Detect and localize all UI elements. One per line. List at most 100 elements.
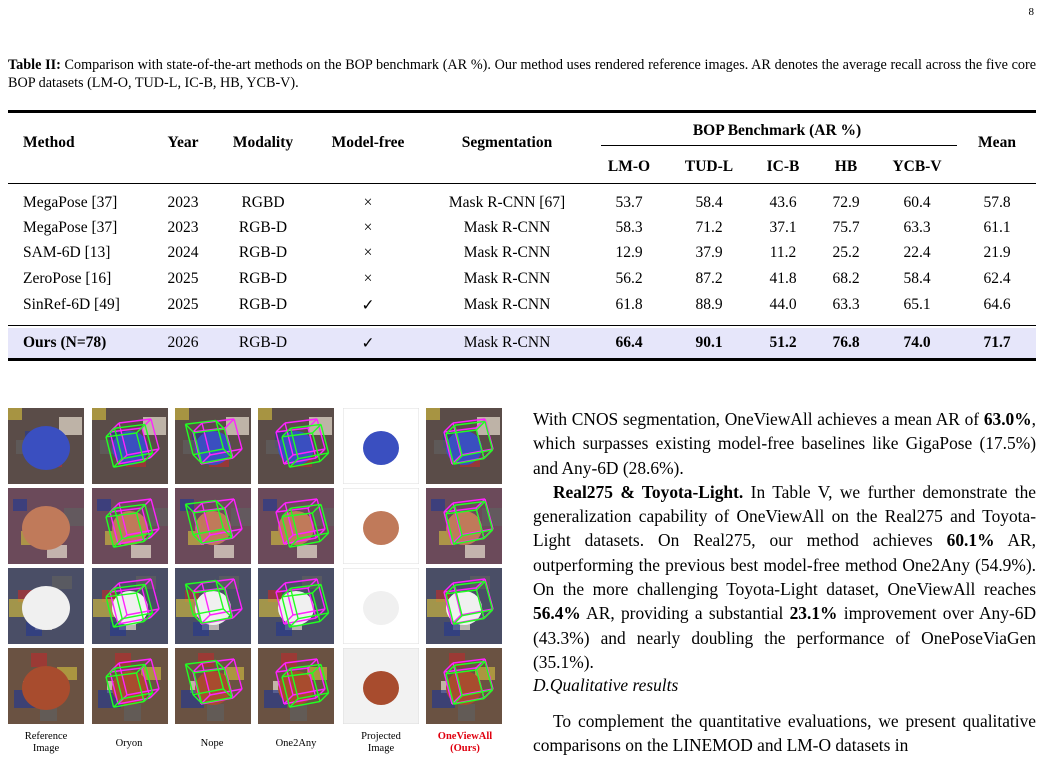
paragraph-qualitative: To complement the quantitative evaluatio… xyxy=(533,711,1036,756)
table-header-rule xyxy=(8,183,1036,184)
row-score-tud-l: 71.2 xyxy=(695,219,723,236)
row-score-ycb-v: 58.4 xyxy=(903,270,931,287)
figure-image-one2any xyxy=(258,488,334,564)
row-segmentation: Mask R-CNN xyxy=(463,270,551,287)
row-score-ic-b: 37.1 xyxy=(769,219,797,236)
row-score-ycb-v: 63.3 xyxy=(903,219,931,236)
header-hb: HB xyxy=(834,158,858,175)
row-method: ZeroPose [16] xyxy=(23,270,112,287)
table-caption-text: Comparison with state-of-the-art methods… xyxy=(8,57,1037,91)
row-segmentation: Mask R-CNN xyxy=(463,244,551,261)
row-score-tud-l: 88.9 xyxy=(695,296,723,313)
body-text-column: With CNOS segmentation, OneViewAll achie… xyxy=(533,407,1036,674)
header-tud-l: TUD-L xyxy=(684,158,734,175)
row-score-hb: 68.2 xyxy=(832,270,860,287)
header-method: Method xyxy=(23,134,75,151)
row-score-hb: 72.9 xyxy=(832,194,860,211)
paragraph-real275: Real275 & Toyota-Light. In Table V, we f… xyxy=(533,481,1036,672)
figure-image-oryon xyxy=(92,488,168,564)
row-segmentation: Mask R-CNN xyxy=(463,219,551,236)
row-method: MegaPose [37] xyxy=(23,219,118,236)
row-mean: 62.4 xyxy=(983,270,1011,287)
row-modality: RGB-D xyxy=(238,334,288,351)
row-score-lm-o: 56.2 xyxy=(615,270,643,287)
figure-image-ours xyxy=(426,568,502,644)
row-score-hb: 76.8 xyxy=(832,334,860,351)
figure-image-one2any xyxy=(258,568,334,644)
row-year: 2023 xyxy=(167,219,199,236)
column-label-reference: Reference Image xyxy=(24,731,68,754)
figure-image-reference xyxy=(8,568,84,644)
row-score-ic-b: 51.2 xyxy=(769,334,797,351)
header-model-free: Model-free xyxy=(331,134,405,151)
header-mean: Mean xyxy=(978,134,1016,151)
row-score-ycb-v: 60.4 xyxy=(903,194,931,211)
row-score-ycb-v: 74.0 xyxy=(903,334,931,351)
figure-image-reference xyxy=(8,648,84,724)
row-segmentation: Mask R-CNN [67] xyxy=(448,194,566,211)
figure-image-one2any xyxy=(258,408,334,484)
row-score-tud-l: 87.2 xyxy=(695,270,723,287)
column-label-projected: Projected Image xyxy=(361,731,401,754)
row-model-free: × xyxy=(363,244,373,261)
row-model-free: ✓ xyxy=(361,335,375,352)
figure-image-nope xyxy=(175,568,251,644)
figure-image-nope xyxy=(175,488,251,564)
figure-image-projected xyxy=(343,488,419,564)
figure-image-reference xyxy=(8,488,84,564)
row-score-ycb-v: 65.1 xyxy=(903,296,931,313)
row-score-ycb-v: 22.4 xyxy=(903,244,931,261)
row-mean: 57.8 xyxy=(983,194,1011,211)
row-score-hb: 25.2 xyxy=(832,244,860,261)
row-mean: 61.1 xyxy=(983,219,1011,236)
row-score-lm-o: 61.8 xyxy=(615,296,643,313)
header-bop-group: BOP Benchmark (AR %) xyxy=(692,122,862,139)
column-label-one2any: One2Any xyxy=(275,738,317,749)
row-method: SAM-6D [13] xyxy=(23,244,111,261)
column-label-ours: OneViewAll (Ours) xyxy=(437,731,493,754)
row-score-tud-l: 90.1 xyxy=(695,334,723,351)
row-year: 2025 xyxy=(167,296,199,313)
row-mean: 21.9 xyxy=(983,244,1011,261)
row-method: Ours (N=78) xyxy=(23,334,107,351)
table-bottom-rule xyxy=(8,358,1036,361)
figure-image-oryon xyxy=(92,648,168,724)
row-modality: RGBD xyxy=(241,194,285,211)
header-lm-o: LM-O xyxy=(607,158,651,175)
table-caption-label: Table II: xyxy=(8,57,61,73)
figure-image-oryon xyxy=(92,408,168,484)
row-segmentation: Mask R-CNN xyxy=(463,296,551,313)
row-score-ic-b: 41.8 xyxy=(769,270,797,287)
paragraph-cnos: With CNOS segmentation, OneViewAll achie… xyxy=(533,409,1036,478)
row-score-lm-o: 66.4 xyxy=(615,334,643,351)
row-mean: 64.6 xyxy=(983,296,1011,313)
figure-image-oryon xyxy=(92,568,168,644)
row-mean: 71.7 xyxy=(983,334,1011,351)
table-top-rule xyxy=(8,110,1036,113)
row-year: 2024 xyxy=(167,244,199,261)
row-method: SinRef-6D [49] xyxy=(23,296,120,313)
row-modality: RGB-D xyxy=(238,219,288,236)
row-model-free: × xyxy=(363,194,373,211)
header-modality: Modality xyxy=(232,134,294,151)
header-year: Year xyxy=(167,134,199,151)
row-score-lm-o: 53.7 xyxy=(615,194,643,211)
figure-image-ours xyxy=(426,648,502,724)
figure-image-projected xyxy=(343,568,419,644)
ours-row-highlight xyxy=(8,328,1036,358)
row-year: 2025 xyxy=(167,270,199,287)
row-score-tud-l: 37.9 xyxy=(695,244,723,261)
table-caption: Table II: Comparison with state-of-the-a… xyxy=(8,56,1036,92)
row-score-ic-b: 44.0 xyxy=(769,296,797,313)
row-year: 2026 xyxy=(167,334,199,351)
row-score-hb: 75.7 xyxy=(832,219,860,236)
row-score-lm-o: 58.3 xyxy=(615,219,643,236)
row-modality: RGB-D xyxy=(238,270,288,287)
figure-image-one2any xyxy=(258,648,334,724)
row-score-tud-l: 58.4 xyxy=(695,194,723,211)
figure-image-ours xyxy=(426,408,502,484)
row-score-ic-b: 11.2 xyxy=(769,244,797,261)
row-segmentation: Mask R-CNN xyxy=(463,334,551,351)
row-model-free: ✓ xyxy=(361,297,375,314)
row-model-free: × xyxy=(363,219,373,236)
